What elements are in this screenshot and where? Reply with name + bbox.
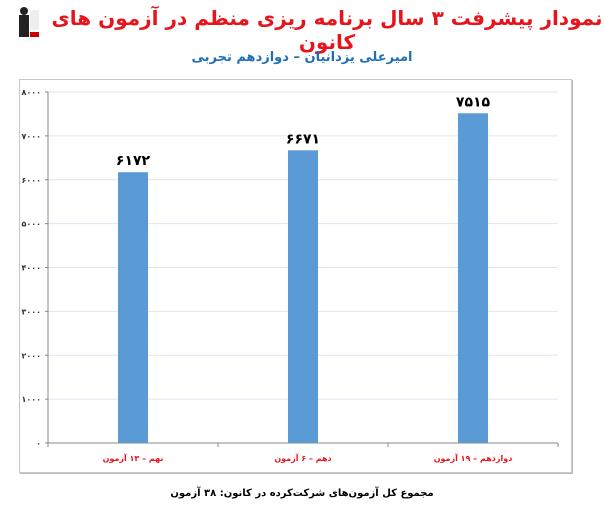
data-label: ۷۵۱۵ — [456, 94, 491, 110]
chart-title: نمودار پیشرفت ۳ سال برنامه ریزی منظم در … — [51, 6, 603, 54]
logo-icon — [18, 6, 40, 38]
chart-subtitle: امیرعلی یزدانیان – دوازدهم تجربی — [191, 50, 413, 65]
data-label: ۶۱۷۲ — [116, 153, 151, 169]
y-tick-label: ۸۰۰۰ — [21, 88, 41, 97]
bar — [458, 113, 488, 444]
y-tick-label: ۵۰۰۰ — [21, 220, 41, 229]
x-category-label: نهم – ۱۳ آزمون — [103, 453, 164, 463]
y-tick-label: ۴۰۰۰ — [21, 264, 41, 273]
y-tick-label: ۳۰۰۰ — [21, 307, 41, 316]
y-tick-label: ۶۰۰۰ — [21, 176, 41, 185]
x-category-label: دوازدهم – ۱۹ آزمون — [434, 453, 513, 463]
footer-total: مجموع کل آزمون‌های شرکت‌کرده در کانون: ۳… — [170, 488, 434, 499]
bar — [118, 172, 148, 444]
y-tick-label: ۱۰۰۰ — [21, 395, 41, 404]
y-tick-label: ۲۰۰۰ — [21, 351, 41, 360]
y-tick-label: ۷۰۰۰ — [21, 132, 41, 141]
bar-chart: ۰ ۱۰۰۰ ۲۰۰۰ ۳۰۰۰ ۴۰۰۰ ۵۰۰۰ ۶۰۰۰ ۷۰۰۰ ۸۰۰۰ ۶۱۷۲ نهم… — [21, 88, 559, 463]
x-category-label: دهم – ۶ آزمون — [274, 453, 331, 463]
data-label: ۶۶۷۱ — [286, 131, 320, 147]
bar — [288, 150, 318, 443]
chart-frame — [19, 79, 572, 473]
y-tick-label: ۰ — [36, 439, 41, 448]
